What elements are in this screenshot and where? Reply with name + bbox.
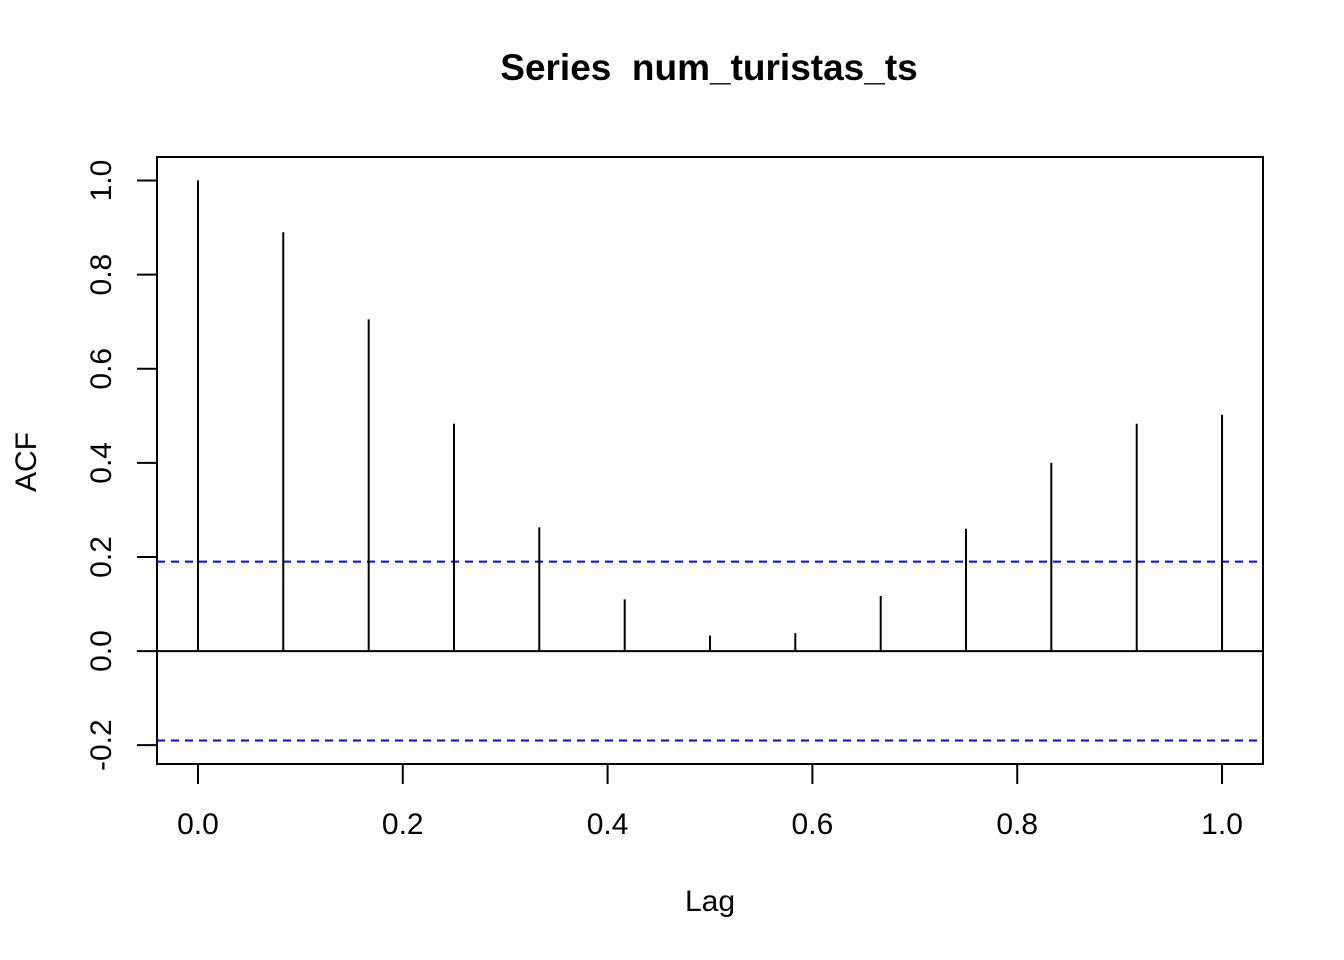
x-axis: 0.0 0.2 0.4 0.6 0.8 1.0 bbox=[177, 763, 1243, 841]
x-tick-label: 0.8 bbox=[996, 808, 1038, 841]
x-tick-label: 0.0 bbox=[177, 808, 219, 841]
x-tick-label: 1.0 bbox=[1201, 808, 1243, 841]
x-tick-label: 0.2 bbox=[382, 808, 424, 841]
confidence-lines bbox=[157, 560, 1263, 742]
y-tick-label: -0.2 bbox=[85, 719, 118, 771]
y-axis: -0.2 0.0 0.2 0.4 0.6 0.8 1.0 bbox=[85, 160, 158, 771]
x-tick-label: 0.4 bbox=[587, 808, 629, 841]
y-tick-label: 0.2 bbox=[85, 536, 118, 578]
y-tick-label: 0.0 bbox=[85, 630, 118, 672]
y-tick-label: 1.0 bbox=[85, 160, 118, 202]
y-axis-label: ACF bbox=[10, 432, 43, 492]
y-tick-label: 0.6 bbox=[85, 348, 118, 390]
plot-frame bbox=[156, 156, 1264, 765]
y-tick-label: 0.4 bbox=[85, 442, 118, 484]
x-axis-label: Lag bbox=[685, 885, 735, 918]
x-tick-label: 0.6 bbox=[792, 808, 834, 841]
chart-title: Series num_turistas_ts bbox=[500, 47, 917, 88]
y-tick-label: 0.8 bbox=[85, 254, 118, 296]
acf-bars bbox=[196, 180, 1224, 652]
